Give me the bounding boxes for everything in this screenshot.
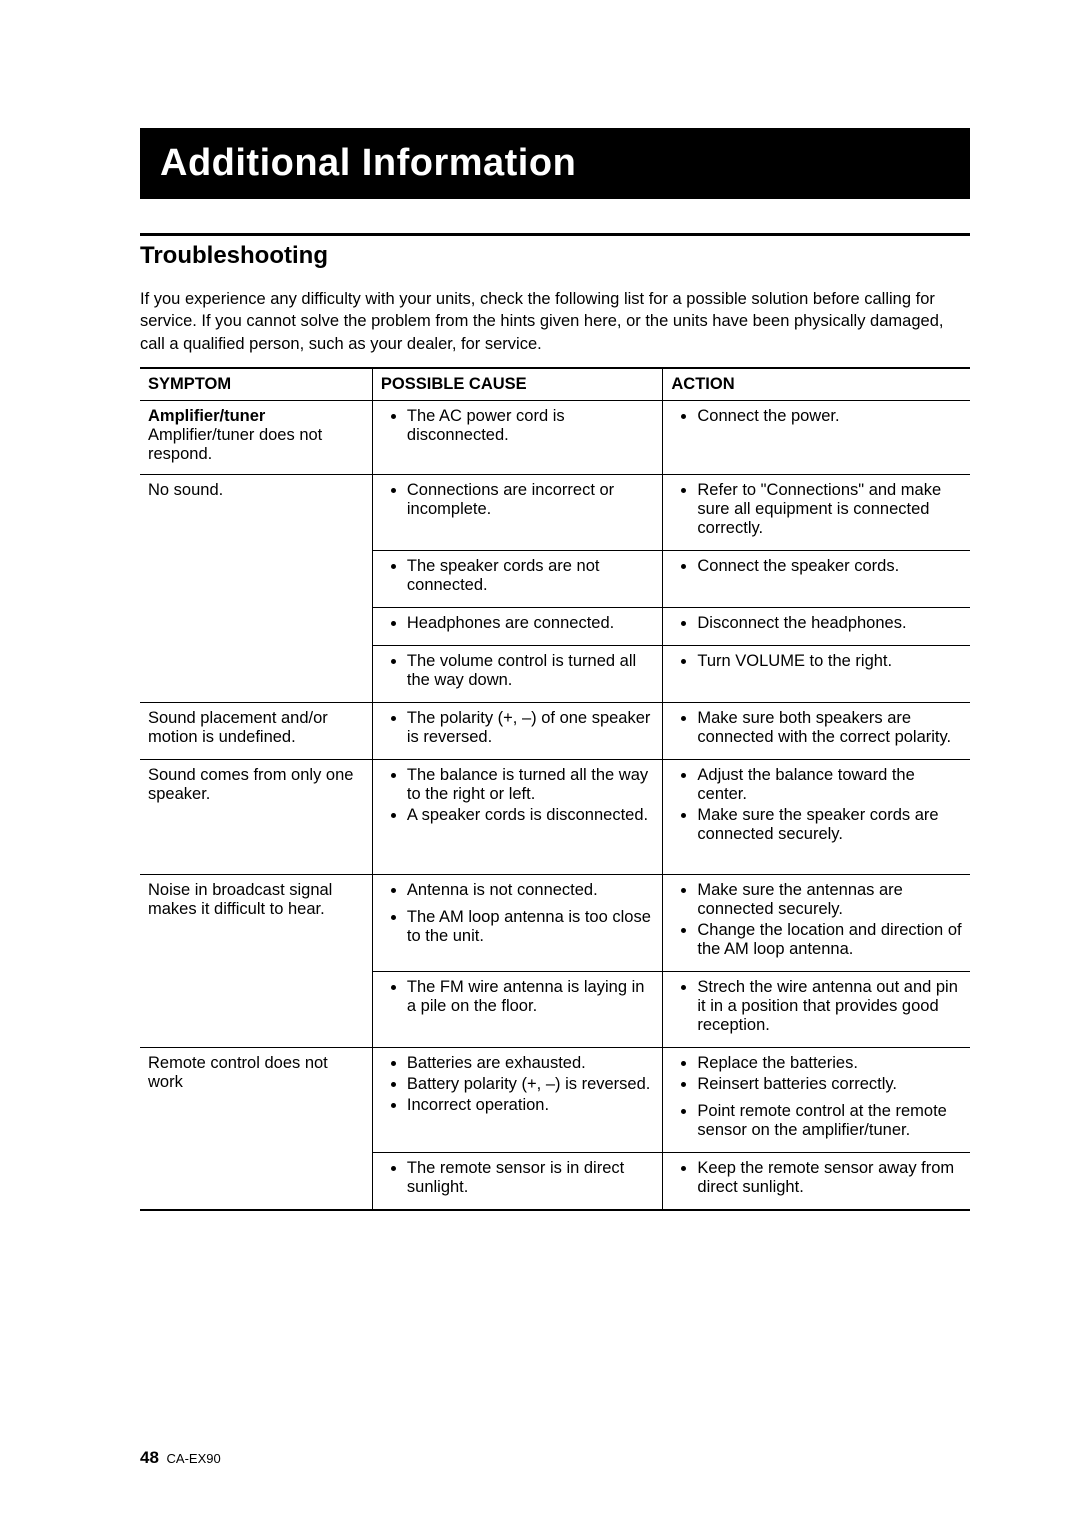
- banner-title: Additional Information: [140, 128, 970, 199]
- cell-cause: The speaker cords are not connected.: [372, 550, 663, 607]
- page: Additional Information Troubleshooting I…: [0, 0, 1080, 1528]
- action-item: Reinsert batteries correctly.: [697, 1075, 962, 1094]
- cause-item: The speaker cords are not connected.: [407, 557, 655, 595]
- cell-action: Disconnect the headphones.: [663, 607, 970, 645]
- table-row: No sound. Connections are incorrect or i…: [140, 474, 970, 550]
- col-header-cause: POSSIBLE CAUSE: [372, 368, 663, 401]
- cause-item: The remote sensor is in direct sunlight.: [407, 1159, 655, 1197]
- table-row: Remote control does not work Batteries a…: [140, 1047, 970, 1152]
- cause-item: Batteries are exhausted.: [407, 1054, 655, 1073]
- cause-item: Incorrect operation.: [407, 1096, 655, 1115]
- cause-item: Battery polarity (+, –) is reversed.: [407, 1075, 655, 1094]
- cell-symptom: Noise in broadcast signal makes it diffi…: [140, 874, 372, 1047]
- col-header-action: ACTION: [663, 368, 970, 401]
- page-footer: 48 CA-EX90: [140, 1448, 221, 1468]
- action-item: Make sure the antennas are connected sec…: [697, 881, 962, 919]
- cell-symptom: Sound placement and/or motion is undefin…: [140, 702, 372, 759]
- cell-cause: Connections are incorrect or incomplete.: [372, 474, 663, 550]
- cell-cause: The FM wire antenna is laying in a pile …: [372, 971, 663, 1047]
- cause-item: The balance is turned all the way to the…: [407, 766, 655, 804]
- action-item: Turn VOLUME to the right.: [697, 652, 962, 671]
- cell-cause: Batteries are exhausted. Battery polarit…: [372, 1047, 663, 1152]
- cell-action: Replace the batteries. Reinsert batterie…: [663, 1047, 970, 1152]
- cell-cause: The balance is turned all the way to the…: [372, 759, 663, 874]
- model-code: CA-EX90: [167, 1451, 221, 1466]
- table-header-row: SYMPTOM POSSIBLE CAUSE ACTION: [140, 368, 970, 401]
- cell-cause: Headphones are connected.: [372, 607, 663, 645]
- cell-cause: Antenna is not connected. The AM loop an…: [372, 874, 663, 971]
- action-item: Refer to "Connections" and make sure all…: [697, 481, 962, 538]
- cause-item: Connections are incorrect or incomplete.: [407, 481, 655, 519]
- table-row: Sound comes from only one speaker. The b…: [140, 759, 970, 874]
- cause-item: The polarity (+, –) of one speaker is re…: [407, 709, 655, 747]
- cell-action: Refer to "Connections" and make sure all…: [663, 474, 970, 550]
- section-title: Troubleshooting: [140, 233, 970, 270]
- cell-action: Make sure both speakers are connected wi…: [663, 702, 970, 759]
- col-header-symptom: SYMPTOM: [140, 368, 372, 401]
- cause-item: Headphones are connected.: [407, 614, 655, 633]
- cell-action: Turn VOLUME to the right.: [663, 645, 970, 702]
- cell-action: Connect the power.: [663, 400, 970, 474]
- cause-item: Antenna is not connected.: [407, 881, 655, 900]
- action-item: Disconnect the headphones.: [697, 614, 962, 633]
- table-row: Amplifier/tuner Amplifier/tuner does not…: [140, 400, 970, 474]
- cause-item: The volume control is turned all the way…: [407, 652, 655, 690]
- table-row: Sound placement and/or motion is undefin…: [140, 702, 970, 759]
- cell-cause: The polarity (+, –) of one speaker is re…: [372, 702, 663, 759]
- cell-symptom: Remote control does not work: [140, 1047, 372, 1210]
- troubleshooting-table: SYMPTOM POSSIBLE CAUSE ACTION Amplifier/…: [140, 367, 970, 1211]
- cell-action: Make sure the antennas are connected sec…: [663, 874, 970, 971]
- cause-item: The AM loop antenna is too close to the …: [407, 908, 655, 946]
- intro-text: If you experience any difficulty with yo…: [140, 288, 970, 355]
- cause-item: The AC power cord is disconnected.: [407, 407, 655, 445]
- action-item: Connect the speaker cords.: [697, 557, 962, 576]
- action-item: Make sure both speakers are connected wi…: [697, 709, 962, 747]
- action-item: Change the location and direction of the…: [697, 921, 962, 959]
- action-item: Adjust the balance toward the center.: [697, 766, 962, 804]
- cell-symptom: Amplifier/tuner Amplifier/tuner does not…: [140, 400, 372, 474]
- symptom-text: Amplifier/tuner does not respond.: [148, 426, 322, 463]
- cell-action: Strech the wire antenna out and pin it i…: [663, 971, 970, 1047]
- action-item: Keep the remote sensor away from direct …: [697, 1159, 962, 1197]
- action-item: Connect the power.: [697, 407, 962, 426]
- cell-action: Keep the remote sensor away from direct …: [663, 1152, 970, 1210]
- action-item: Replace the batteries.: [697, 1054, 962, 1073]
- cell-cause: The remote sensor is in direct sunlight.: [372, 1152, 663, 1210]
- action-item: Make sure the speaker cords are connecte…: [697, 806, 962, 844]
- action-item: Point remote control at the remote senso…: [697, 1102, 962, 1140]
- cell-action: Connect the speaker cords.: [663, 550, 970, 607]
- cell-symptom: No sound.: [140, 474, 372, 702]
- cell-symptom: Sound comes from only one speaker.: [140, 759, 372, 874]
- cause-item: A speaker cords is disconnected.: [407, 806, 655, 825]
- table-row: Noise in broadcast signal makes it diffi…: [140, 874, 970, 971]
- page-number: 48: [140, 1448, 159, 1467]
- symptom-heading: Amplifier/tuner: [148, 407, 265, 425]
- cell-cause: The volume control is turned all the way…: [372, 645, 663, 702]
- cell-action: Adjust the balance toward the center. Ma…: [663, 759, 970, 874]
- cause-item: The FM wire antenna is laying in a pile …: [407, 978, 655, 1016]
- cell-cause: The AC power cord is disconnected.: [372, 400, 663, 474]
- action-item: Strech the wire antenna out and pin it i…: [697, 978, 962, 1035]
